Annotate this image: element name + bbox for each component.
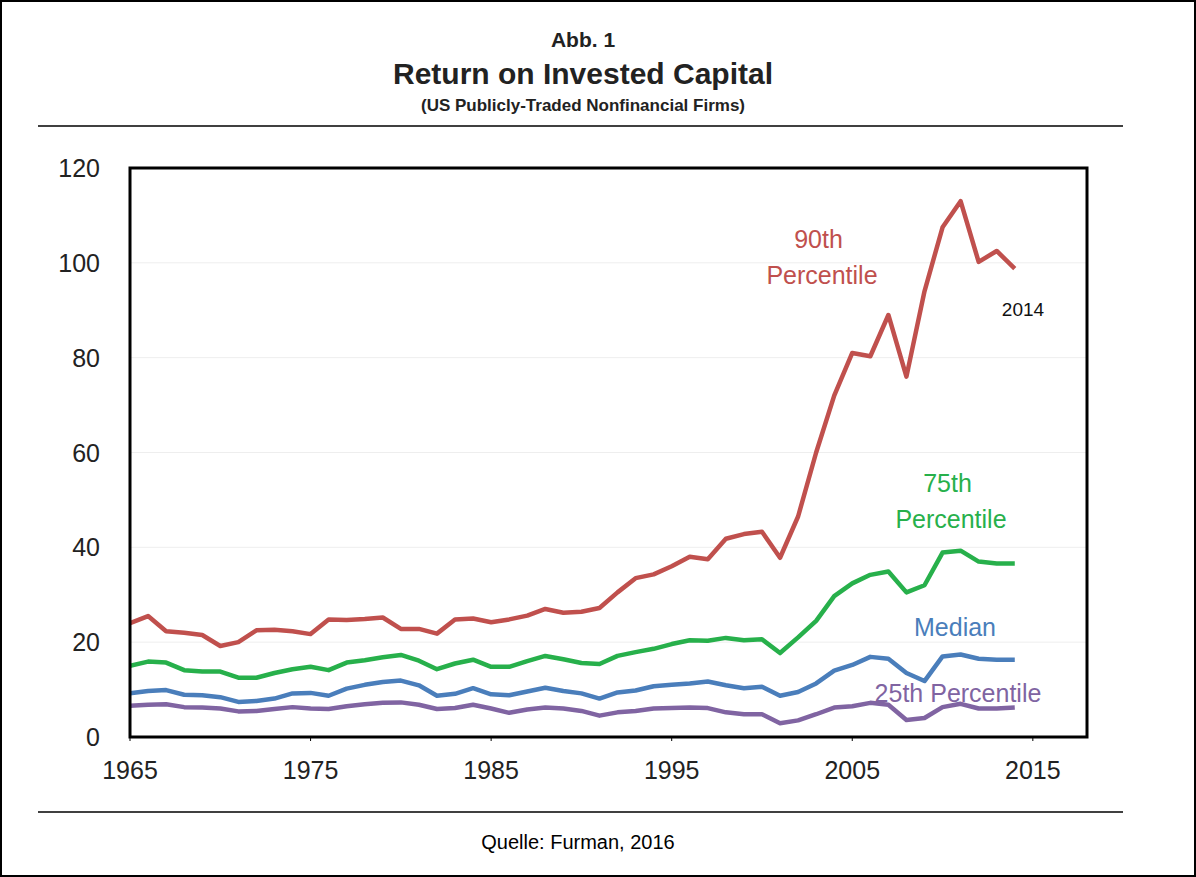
y-tick-label: 20 <box>72 628 100 656</box>
y-tick-label: 120 <box>58 154 100 182</box>
plot-frame <box>130 168 1087 737</box>
y-tick-label: 80 <box>72 344 100 372</box>
figure-label: Abb. 1 <box>551 28 615 51</box>
lines <box>130 201 1015 723</box>
grid-line <box>130 642 1087 643</box>
x-tick-label: 1975 <box>283 756 339 784</box>
rule <box>38 811 1123 813</box>
outer-border <box>1 1 1195 876</box>
grid-line <box>130 262 1087 263</box>
y-tick-label: 0 <box>86 723 100 751</box>
label-line: 90th <box>794 225 850 253</box>
label-line: Percentile <box>766 261 877 289</box>
y-tick-label: 100 <box>58 249 100 277</box>
subtitle: (US Publicly-Traded Nonfinancial Firms) <box>421 96 745 115</box>
y-tick-label: 60 <box>72 439 100 467</box>
source: Quelle: Furman, 2016 <box>481 831 674 853</box>
grid-line <box>130 547 1087 548</box>
series-label: Median <box>914 613 996 641</box>
series-label: 75th Percentile <box>895 469 1006 533</box>
x-tick-label: 1965 <box>102 756 158 784</box>
grid-line <box>130 357 1087 358</box>
title: Return on Invested Capital <box>393 57 773 90</box>
rule <box>38 125 1123 127</box>
series-label: 90th Percentile <box>766 225 877 289</box>
label-line: Percentile <box>895 505 1006 533</box>
chart: Abb. 1 Return on Invested Capital (US Publ… <box>0 0 1196 877</box>
y-tick-label: 40 <box>72 533 100 561</box>
x-tick-label: 1985 <box>463 756 519 784</box>
series-label: 25th Percentile <box>875 679 1042 707</box>
annotation: 2014 <box>1002 299 1045 320</box>
grid-line <box>130 452 1087 453</box>
x-tick-label: 2015 <box>1005 756 1061 784</box>
x-tick-label: 2005 <box>824 756 880 784</box>
x-tick-label: 1995 <box>644 756 700 784</box>
label-line: 75th <box>923 469 979 497</box>
series-line <box>130 201 1015 646</box>
